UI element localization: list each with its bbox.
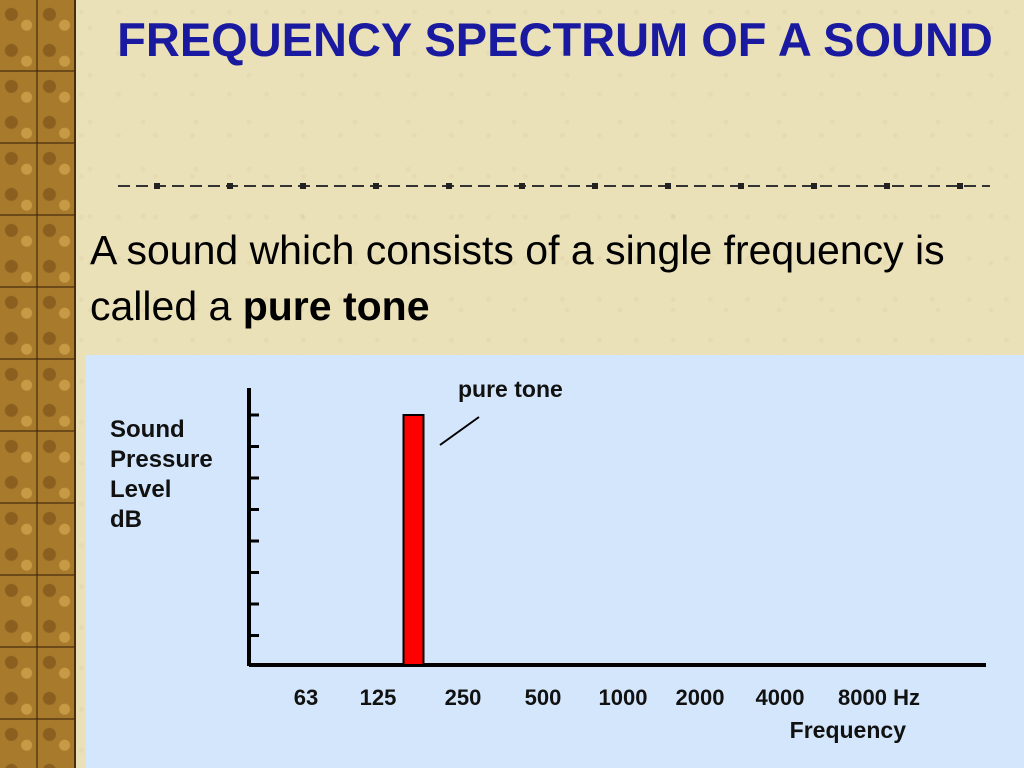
- x-axis-label: Frequency: [790, 717, 907, 743]
- divider-dot: [884, 183, 890, 189]
- body-bold-term: pure tone: [242, 283, 430, 329]
- x-tick-label: 8000 Hz: [838, 685, 920, 710]
- x-tick-label: 125: [360, 685, 397, 710]
- divider-dot: [300, 183, 306, 189]
- annotation-leader: [439, 416, 480, 446]
- chart-plot: 63 125 250 500 1000 2000 4000 8000 Hz pure tone…: [247, 376, 986, 743]
- x-tick-label: 1000: [599, 685, 648, 710]
- dashed-divider: [118, 183, 990, 189]
- slide-body: A sound which consists of a single frequ…: [90, 222, 1010, 334]
- divider-dot: [519, 183, 525, 189]
- x-tick-label: 2000: [676, 685, 725, 710]
- divider-dot: [227, 183, 233, 189]
- x-tick-label: 500: [525, 685, 562, 710]
- pure-tone-bar: [402, 414, 425, 666]
- divider-dot: [373, 183, 379, 189]
- divider-dot: [592, 183, 598, 189]
- divider-dot: [738, 183, 744, 189]
- divider-dot: [446, 183, 452, 189]
- y-label-line: Pressure: [110, 446, 213, 473]
- divider-dot: [154, 183, 160, 189]
- y-label-line: Sound: [110, 416, 185, 443]
- spectrum-chart: Sound Pressure Level dB 63 125 250 500 1000 2…: [86, 355, 1024, 768]
- decorative-border: [0, 0, 76, 768]
- y-label-line: Level: [110, 476, 172, 503]
- slide-title: FREQUENCY SPECTRUM OF A SOUND: [117, 13, 993, 66]
- y-axis-label: Sound Pressure Level dB: [110, 415, 213, 535]
- annotation-pure-tone: pure tone: [458, 376, 563, 402]
- x-tick-label: 4000: [756, 685, 805, 710]
- divider-dot: [665, 183, 671, 189]
- x-tick-label: 250: [445, 685, 482, 710]
- body-text: A sound which consists of a single frequ…: [90, 227, 945, 329]
- divider-dot: [957, 183, 963, 189]
- y-label-line: dB: [110, 506, 142, 533]
- x-tick-label: 63: [294, 685, 318, 710]
- divider-dot: [811, 183, 817, 189]
